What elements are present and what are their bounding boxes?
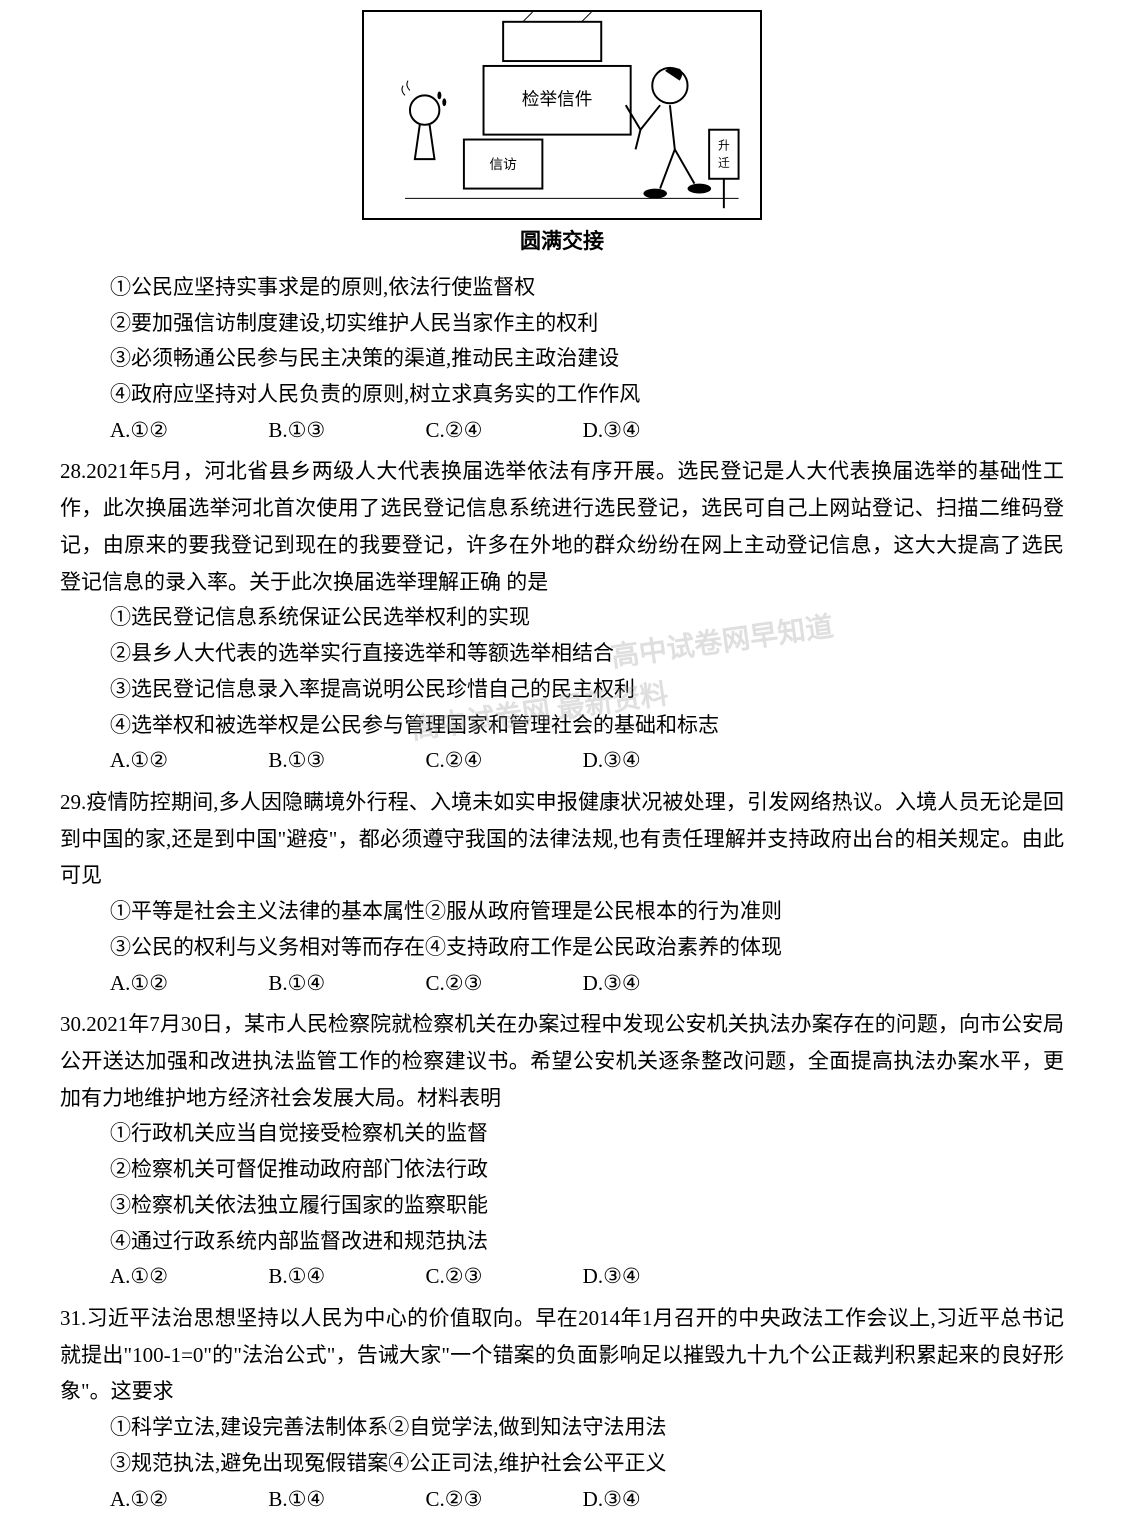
cartoon-svg: 检举信件 信访 升 迁 bbox=[364, 12, 760, 218]
statement: ③检察机关依法独立履行国家的监察职能 bbox=[60, 1188, 1064, 1224]
question-text: 31.习近平法治思想坚持以人民为中心的价值取向。早在2014年1月召开的中央政法… bbox=[60, 1300, 1064, 1410]
cartoon-illustration: 检举信件 信访 升 迁 bbox=[362, 10, 762, 220]
option-a[interactable]: A.①② bbox=[110, 413, 168, 449]
option-d[interactable]: D.③④ bbox=[583, 1482, 641, 1518]
option-a[interactable]: A.①② bbox=[110, 743, 168, 779]
question-text: 30.2021年7月30日，某市人民检察院就检察机关在办案过程中发现公安机关执法… bbox=[60, 1006, 1064, 1116]
question-31-block: 31.习近平法治思想坚持以人民为中心的价值取向。早在2014年1月召开的中央政法… bbox=[60, 1300, 1064, 1517]
option-d[interactable]: D.③④ bbox=[583, 1259, 641, 1295]
statement: ③公民的权利与义务相对等而存在④支持政府工作是公民政治素养的体现 bbox=[60, 930, 1064, 966]
option-a[interactable]: A.①② bbox=[110, 1482, 168, 1518]
option-c[interactable]: C.②③ bbox=[426, 1259, 483, 1295]
option-c[interactable]: C.②③ bbox=[426, 966, 483, 1002]
statement: ③规范执法,避免出现冤假错案④公正司法,维护社会公平正义 bbox=[60, 1446, 1064, 1482]
sign-label: 迁 bbox=[718, 157, 730, 170]
option-d[interactable]: D.③④ bbox=[583, 966, 641, 1002]
question-text: 28.2021年5月，河北省县乡两级人大代表换届选举依法有序开展。选民登记是人大… bbox=[60, 453, 1064, 600]
option-d[interactable]: D.③④ bbox=[583, 743, 641, 779]
option-c[interactable]: C.②④ bbox=[426, 413, 483, 449]
statement: ③必须畅通公民参与民主决策的渠道,推动民主政治建设 bbox=[60, 341, 1064, 377]
statement: ①科学立法,建设完善法制体系②自觉学法,做到知法守法用法 bbox=[60, 1410, 1064, 1446]
question-30-block: 30.2021年7月30日，某市人民检察院就检察机关在办案过程中发现公安机关执法… bbox=[60, 1006, 1064, 1295]
option-b[interactable]: B.①④ bbox=[268, 1482, 325, 1518]
question-text: 29.疫情防控期间,多人因隐瞒境外行程、入境未如实申报健康状况被处理，引发网络热… bbox=[60, 784, 1064, 894]
cartoon-caption: 圆满交接 bbox=[60, 225, 1064, 255]
option-b[interactable]: B.①④ bbox=[268, 966, 325, 1002]
statement: ①行政机关应当自觉接受检察机关的监督 bbox=[60, 1116, 1064, 1152]
statement: ④通过行政系统内部监督改进和规范执法 bbox=[60, 1224, 1064, 1260]
options-row: A.①② B.①③ C.②④ D.③④ bbox=[60, 413, 1064, 449]
option-a[interactable]: A.①② bbox=[110, 966, 168, 1002]
options-row: A.①② B.①④ C.②③ D.③④ bbox=[60, 1259, 1064, 1295]
option-d[interactable]: D.③④ bbox=[583, 413, 641, 449]
options-row: A.①② B.①④ C.②③ D.③④ bbox=[60, 966, 1064, 1002]
statement: ②要加强信访制度建设,切实维护人民当家作主的权利 bbox=[60, 306, 1064, 342]
page-container: 高中试卷网早知道 高中试卷网 最新资料 检举信件 信访 bbox=[60, 10, 1064, 1517]
option-c[interactable]: C.②③ bbox=[426, 1482, 483, 1518]
option-a[interactable]: A.①② bbox=[110, 1259, 168, 1295]
box-label-2: 信访 bbox=[489, 157, 517, 172]
statement: ①选民登记信息系统保证公民选举权利的实现 bbox=[60, 600, 1064, 636]
question-27-block: ①公民应坚持实事求是的原则,依法行使监督权 ②要加强信访制度建设,切实维护人民当… bbox=[60, 270, 1064, 448]
statement: ②检察机关可督促推动政府部门依法行政 bbox=[60, 1152, 1064, 1188]
options-row: A.①② B.①③ C.②④ D.③④ bbox=[60, 743, 1064, 779]
option-b[interactable]: B.①④ bbox=[268, 1259, 325, 1295]
option-c[interactable]: C.②④ bbox=[426, 743, 483, 779]
statement: ①平等是社会主义法律的基本属性②服从政府管理是公民根本的行为准则 bbox=[60, 894, 1064, 930]
statement: ①公民应坚持实事求是的原则,依法行使监督权 bbox=[60, 270, 1064, 306]
sign-label: 升 bbox=[718, 139, 730, 152]
statement: ④政府应坚持对人民负责的原则,树立求真务实的工作作风 bbox=[60, 377, 1064, 413]
option-b[interactable]: B.①③ bbox=[268, 743, 325, 779]
option-b[interactable]: B.①③ bbox=[268, 413, 325, 449]
question-28-block: 28.2021年5月，河北省县乡两级人大代表换届选举依法有序开展。选民登记是人大… bbox=[60, 453, 1064, 778]
statement: ②县乡人大代表的选举实行直接选举和等额选举相结合 bbox=[60, 636, 1064, 672]
question-29-block: 29.疫情防控期间,多人因隐瞒境外行程、入境未如实申报健康状况被处理，引发网络热… bbox=[60, 784, 1064, 1001]
options-row: A.①② B.①④ C.②③ D.③④ bbox=[60, 1482, 1064, 1518]
statement: ③选民登记信息录入率提高说明公民珍惜自己的民主权利 bbox=[60, 672, 1064, 708]
statement: ④选举权和被选举权是公民参与管理国家和管理社会的基础和标志 bbox=[60, 708, 1064, 744]
box-label: 检举信件 bbox=[522, 89, 593, 109]
